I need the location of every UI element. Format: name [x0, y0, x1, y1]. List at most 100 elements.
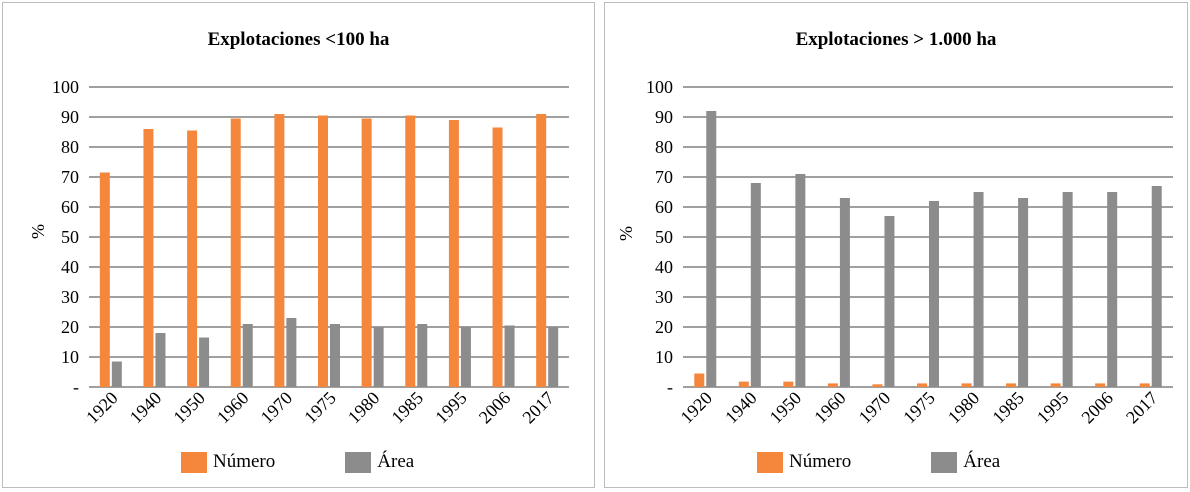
x-tick-label: 2006 — [475, 388, 515, 428]
x-tick-label: 1995 — [1033, 388, 1073, 428]
legend-swatch-area — [931, 451, 958, 473]
bar-area-1940 — [155, 333, 166, 387]
x-tick-label: 1980 — [344, 388, 384, 428]
bar-numero-2006 — [492, 127, 503, 387]
bar-area-1970 — [286, 318, 297, 387]
y-tick-label: 20 — [655, 317, 673, 337]
x-tick-label: 1975 — [300, 388, 340, 428]
x-tick-label: 1920 — [677, 388, 717, 428]
x-tick-label: 1985 — [988, 388, 1028, 428]
bar-area-2017 — [1151, 186, 1162, 387]
bar-area-1920 — [111, 361, 122, 387]
bar-numero-2006 — [1095, 383, 1106, 387]
bar-area-1960 — [242, 324, 253, 387]
bar-numero-1980 — [361, 118, 372, 387]
y-tick-label: 80 — [655, 137, 673, 157]
bar-numero-1985 — [405, 115, 416, 387]
bar-numero-1950 — [783, 381, 794, 387]
bar-area-1985 — [1018, 198, 1029, 387]
legend-entry-area: Área — [345, 451, 414, 473]
y-tick-label: - — [73, 377, 79, 397]
bar-area-1960 — [839, 198, 850, 387]
x-tick-label: 1960 — [213, 388, 253, 428]
bar-area-1970 — [884, 216, 895, 387]
bar-area-2017 — [548, 327, 559, 387]
x-tick-label: 1940 — [126, 388, 166, 428]
y-tick-label: 40 — [61, 257, 79, 277]
y-tick-label: 40 — [655, 257, 673, 277]
x-tick-label: 1940 — [721, 388, 761, 428]
y-tick-label: 10 — [61, 347, 79, 367]
legend-label-area: Área — [377, 451, 415, 472]
legend-entry-area: Área — [931, 451, 1000, 473]
x-tick-label: 1975 — [899, 388, 939, 428]
legend-swatch-numero — [181, 451, 207, 473]
bar-area-1995 — [460, 327, 471, 387]
bar-area-1940 — [750, 183, 761, 387]
bar-area-1980 — [373, 327, 384, 387]
x-tick-label: 1960 — [810, 388, 850, 428]
bar-numero-1920 — [99, 172, 110, 387]
bar-numero-1995 — [1050, 383, 1061, 387]
bar-numero-1970 — [274, 114, 285, 387]
y-tick-label: 70 — [655, 167, 673, 187]
bar-numero-1960 — [827, 383, 838, 387]
chart-title: Explotaciones > 1.000 ha — [795, 29, 997, 50]
x-tick-label: 1985 — [388, 388, 428, 428]
bar-numero-1975 — [917, 383, 927, 387]
bar-area-1920 — [706, 111, 717, 387]
bar-area-1950 — [199, 337, 210, 387]
bar-area-2006 — [504, 325, 515, 387]
y-tick-label: 90 — [655, 107, 673, 127]
x-tick-label: 1970 — [855, 388, 895, 428]
legend-label-area: Área — [963, 451, 1001, 472]
y-tick-label: - — [667, 377, 673, 397]
y-tick-label: 30 — [655, 287, 673, 307]
x-tick-label: 2017 — [518, 388, 558, 428]
legend-swatch-numero — [757, 451, 783, 473]
bar-area-2006 — [1107, 192, 1118, 387]
bar-area-1995 — [1062, 192, 1073, 387]
bar-numero-1985 — [1006, 383, 1017, 387]
bar-numero-1970 — [872, 384, 883, 387]
x-tick-label: 1950 — [766, 388, 806, 428]
y-tick-label: 90 — [61, 107, 79, 127]
bar-numero-1950 — [187, 130, 198, 387]
y-tick-label: 10 — [655, 347, 673, 367]
y-tick-label: 20 — [61, 317, 79, 337]
legend: Número Área — [181, 451, 414, 473]
x-tick-label: 1995 — [431, 388, 471, 428]
bar-numero-1940 — [738, 381, 749, 387]
bar-numero-2017 — [1139, 383, 1150, 387]
bar-numero-1920 — [694, 373, 705, 387]
x-tick-label: 1920 — [82, 388, 122, 428]
y-tick-label: 60 — [655, 197, 673, 217]
chart-title: Explotaciones <100 ha — [207, 29, 390, 50]
x-tick-label: 1970 — [257, 388, 297, 428]
legend-entry-numero: Número — [757, 451, 851, 473]
bar-numero-1995 — [448, 120, 459, 387]
bar-area-1950 — [795, 174, 806, 387]
chart-panel-large-farms: Explotaciones > 1.000 ha % -10 20 30 40 50 60… — [604, 2, 1188, 488]
legend-swatch-area — [345, 451, 372, 473]
bar-area-1985 — [417, 324, 428, 387]
y-tick-label: 70 — [61, 167, 79, 187]
bar-area-1980 — [973, 192, 984, 387]
y-tick-label: 80 — [61, 137, 79, 157]
y-tick-label: 60 — [61, 197, 79, 217]
bar-numero-1940 — [143, 129, 154, 387]
legend-entry-numero: Número — [181, 451, 275, 473]
bar-numero-1960 — [230, 118, 241, 387]
x-tick-label: 1950 — [169, 388, 209, 428]
bar-area-1975 — [929, 201, 939, 387]
y-tick-label: 100 — [646, 77, 673, 97]
y-tick-label: 100 — [52, 77, 79, 97]
y-tick-label: 30 — [61, 287, 79, 307]
x-tick-label: 2017 — [1122, 388, 1162, 428]
y-tick-label: 50 — [61, 227, 79, 247]
legend-label-numero: Número — [789, 451, 852, 472]
legend-label-numero: Número — [213, 451, 276, 472]
bar-area-1975 — [330, 324, 340, 387]
